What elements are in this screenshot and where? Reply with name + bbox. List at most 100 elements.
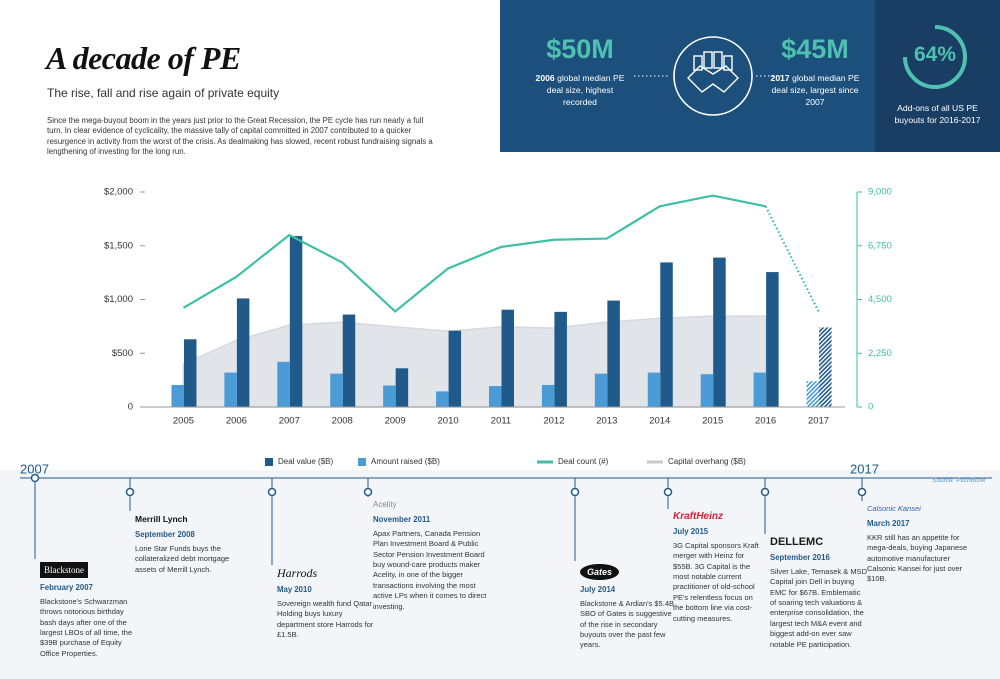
x-tick-label: 2011 — [491, 416, 511, 427]
stats-panel-dark — [875, 0, 1000, 152]
timeline-dot — [570, 487, 580, 497]
bar — [594, 373, 608, 407]
legend-label: Capital overhang ($B) — [668, 457, 746, 466]
y2-tick-label: 2,250 — [868, 348, 892, 359]
timeline-dot — [30, 473, 40, 483]
event-date: November 2011 — [373, 515, 431, 525]
bar — [806, 381, 820, 407]
bar — [224, 372, 237, 407]
timeline-event: DELLEMC September 2016 Silver Lake, Temase… — [770, 536, 868, 650]
stat-year: 2006 — [535, 73, 555, 83]
event-text: Blackstone & Ardian's $5.4B SBO of Gates… — [580, 598, 674, 650]
line — [182, 194, 766, 313]
y-tick-label: $1,500 — [104, 240, 133, 251]
x-tick-label: 2006 — [226, 416, 247, 427]
event-date: September 2008 — [135, 530, 195, 540]
y-tick-label: $2,000 — [104, 187, 133, 198]
x-tick-label: 2016 — [755, 416, 776, 427]
y-tick-label: 0 — [128, 402, 133, 413]
timeline-end: 2017 — [850, 461, 879, 476]
bar — [277, 361, 290, 407]
legend-label: Deal value ($B) — [278, 457, 333, 466]
stats-panel — [500, 0, 875, 152]
bar — [501, 309, 514, 407]
bar — [607, 300, 620, 407]
timeline-event: KraftHeinz July 2015 3G Capital sponsors K… — [673, 511, 765, 624]
x-tick-label: 2005 — [173, 416, 194, 427]
x-tick-label: 2015 — [702, 416, 723, 427]
bar — [660, 262, 673, 407]
event-text: Apax Partners, Canada Pension Plan Inves… — [373, 528, 487, 611]
timeline-event: Calsonic Kansei March 2017 KKR still has a… — [867, 504, 977, 585]
event-date: March 2017 — [867, 519, 910, 529]
timeline-dot — [125, 487, 135, 497]
stat-value: $50M — [546, 34, 614, 64]
event-text: Silver Lake, Temasek & MSD Capital join … — [770, 566, 867, 649]
event-logo: Gates — [580, 564, 620, 581]
y2-tick-label: 9,000 — [868, 187, 892, 198]
stat-value: $45M — [781, 34, 849, 64]
x-tick-label: 2007 — [279, 416, 300, 427]
bar — [766, 272, 779, 407]
bar — [700, 374, 714, 407]
bar — [436, 391, 449, 407]
x-tick-label: 2013 — [596, 416, 617, 427]
bar — [342, 314, 356, 407]
event-date: July 2015 — [673, 527, 709, 537]
intro: Since the mega-buyout boom in the years … — [47, 116, 433, 156]
x-tick-label: 2010 — [438, 416, 459, 427]
bar — [171, 384, 184, 407]
timeline-event: Merrill Lynch September 2008 Lone Star Fun… — [135, 514, 247, 575]
timeline-event: Acelity November 2011 Apax Partners, Canad… — [373, 500, 491, 612]
event-logo: Blackstone — [40, 562, 88, 579]
stat-text: 2017 global median PE deal size, largest… — [765, 72, 865, 108]
stat-desc: global median PE deal size, highest reco… — [546, 73, 625, 107]
bar — [448, 330, 462, 407]
timeline-dot — [363, 487, 373, 497]
y2-tick-label: 0 — [868, 402, 873, 413]
title: A decade of PE — [46, 40, 241, 76]
x-tick-label: 2009 — [385, 416, 406, 427]
event-text: KKR still has an appetite for mega-deals… — [867, 532, 968, 584]
stat-desc: global median PE deal size, largest sinc… — [771, 73, 860, 107]
timeline-dot — [267, 487, 277, 497]
stat-value: 64% — [913, 43, 957, 66]
y-tick-label: $500 — [112, 348, 133, 359]
y-tick-label: $1,000 — [104, 294, 133, 305]
stat-year: 2017 — [770, 73, 790, 83]
y2-tick-label: 4,500 — [868, 294, 892, 305]
bar — [819, 327, 832, 407]
event-text: Lone Star Funds buys the collateralized … — [135, 543, 230, 574]
source: Source: PitchBook — [932, 477, 986, 484]
event-logo: Merrill Lynch — [135, 514, 188, 524]
bar — [554, 311, 567, 407]
legend-swatch — [265, 458, 273, 466]
x-tick-label: 2017 — [808, 416, 829, 427]
event-text: Blackstone's Schwarzman throws notorious… — [40, 596, 133, 658]
event-text: Sovereign wealth fund Qatar Holding buys… — [277, 598, 374, 640]
handshake-icon — [687, 51, 739, 93]
legend-label: Amount raised ($B) — [371, 457, 440, 466]
event-logo: DELLEMC — [770, 536, 824, 548]
event-date: February 2007 — [40, 583, 93, 593]
bar — [395, 368, 409, 407]
bar — [489, 386, 502, 407]
event-date: September 2016 — [770, 553, 830, 563]
bar — [713, 257, 726, 407]
timeline-event: Harrods May 2010 Sovereign wealth fund Qat… — [277, 567, 375, 640]
timeline-event: Gates July 2014 Blackstone & Ardian's $5.4… — [580, 564, 680, 651]
legend-swatch — [358, 458, 366, 466]
event-logo: KraftHeinz — [673, 511, 724, 522]
x-tick-label: 2012 — [543, 416, 564, 427]
handshake-icon-ring — [673, 36, 753, 116]
stat-text: Add-ons of all US PE buyouts for 2016-20… — [894, 103, 981, 125]
timeline-dot — [857, 487, 867, 497]
timeline-band — [0, 470, 1000, 679]
stat-text: 2006 global median PE deal size, highest… — [530, 72, 630, 108]
subtitle: The rise, fall and rise again of private… — [47, 86, 280, 100]
bar — [753, 372, 767, 407]
x-tick-label: 2014 — [649, 416, 670, 427]
event-date: July 2014 — [580, 585, 616, 595]
